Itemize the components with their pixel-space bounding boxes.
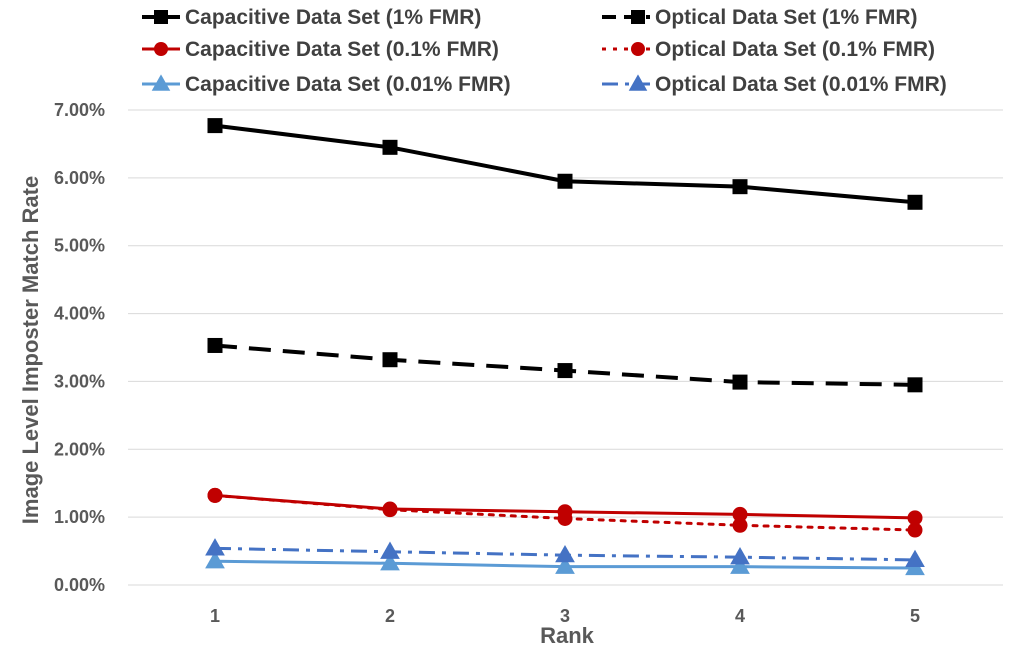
gridlines xyxy=(128,109,1003,586)
y-tick-label: 1.00% xyxy=(54,507,105,527)
legend-entry: Capacitive Data Set (0.1% FMR) xyxy=(142,38,499,61)
legend-marker xyxy=(151,74,171,91)
x-axis-ticks: 1 2 3 4 5 xyxy=(210,606,920,626)
series-5 xyxy=(205,551,925,576)
data-point xyxy=(555,556,575,574)
data-point xyxy=(907,522,923,538)
data-point xyxy=(732,506,748,522)
legend-marker xyxy=(154,42,168,56)
data-point xyxy=(207,487,223,503)
legend-marker xyxy=(154,10,168,24)
series-1 xyxy=(207,118,923,210)
y-tick-label: 5.00% xyxy=(54,236,105,256)
data-point xyxy=(382,502,398,518)
y-tick-label: 0.00% xyxy=(54,575,105,595)
data-point xyxy=(382,139,398,155)
legend-entry: Optical Data Set (1% FMR) xyxy=(602,6,918,29)
x-tick-label: 1 xyxy=(210,606,220,626)
data-point xyxy=(205,551,225,569)
y-tick-label: 3.00% xyxy=(54,371,105,391)
x-tick-label: 5 xyxy=(910,606,920,626)
series-layer xyxy=(205,118,925,576)
legend-label: Optical Data Set (0.01% FMR) xyxy=(655,73,947,96)
legend-entry: Optical Data Set (0.01% FMR) xyxy=(602,73,947,96)
legend-entry: Capacitive Data Set (0.01% FMR) xyxy=(142,73,511,96)
legend-marker xyxy=(631,42,645,56)
data-point xyxy=(557,511,573,526)
data-point xyxy=(907,510,923,526)
x-tick-label: 2 xyxy=(385,606,395,626)
data-point xyxy=(380,541,400,559)
data-point xyxy=(732,517,748,533)
data-point xyxy=(207,337,223,353)
y-axis-ticks: 0.00% 1.00% 2.00% 3.00% 4.00% 5.00% 6.00% 7.00% xyxy=(54,100,105,595)
y-tick-label: 4.00% xyxy=(54,304,105,324)
legend-marker xyxy=(631,10,645,24)
data-point xyxy=(557,173,573,189)
y-tick-label: 2.00% xyxy=(54,439,105,459)
legend-label: Capacitive Data Set (0.01% FMR) xyxy=(185,73,511,96)
data-point xyxy=(380,553,400,571)
series-2 xyxy=(207,337,923,393)
data-point xyxy=(555,544,575,563)
x-axis-title: Rank xyxy=(540,623,595,648)
series-6 xyxy=(205,538,925,568)
data-point xyxy=(207,118,223,134)
series-line xyxy=(214,123,916,205)
data-point xyxy=(905,549,925,568)
legend-label: Optical Data Set (0.1% FMR) xyxy=(655,38,935,61)
data-point xyxy=(205,538,225,556)
legend-label: Capacitive Data Set (0.1% FMR) xyxy=(185,38,499,61)
data-point xyxy=(907,194,923,210)
y-tick-label: 6.00% xyxy=(54,168,105,188)
data-point xyxy=(557,363,573,379)
data-point xyxy=(732,374,748,390)
y-tick-label: 7.00% xyxy=(54,100,105,120)
series-4 xyxy=(207,487,923,538)
data-point xyxy=(732,179,748,195)
legend-marker xyxy=(628,74,648,91)
data-point xyxy=(382,352,398,368)
legend-label: Optical Data Set (1% FMR) xyxy=(655,6,918,29)
data-point xyxy=(907,377,923,393)
y-axis-title: Image Level Imposter Match Rate xyxy=(18,176,43,524)
data-point xyxy=(730,546,750,565)
legend-label: Capacitive Data Set (1% FMR) xyxy=(185,6,481,29)
legend-entry: Capacitive Data Set (1% FMR) xyxy=(142,6,481,29)
legend: Capacitive Data Set (1% FMR) Capacitive D… xyxy=(142,6,947,96)
x-tick-label: 4 xyxy=(735,606,745,626)
data-point xyxy=(730,556,750,574)
legend-entry: Optical Data Set (0.1% FMR) xyxy=(602,38,935,61)
x-tick-label: 3 xyxy=(560,606,570,626)
